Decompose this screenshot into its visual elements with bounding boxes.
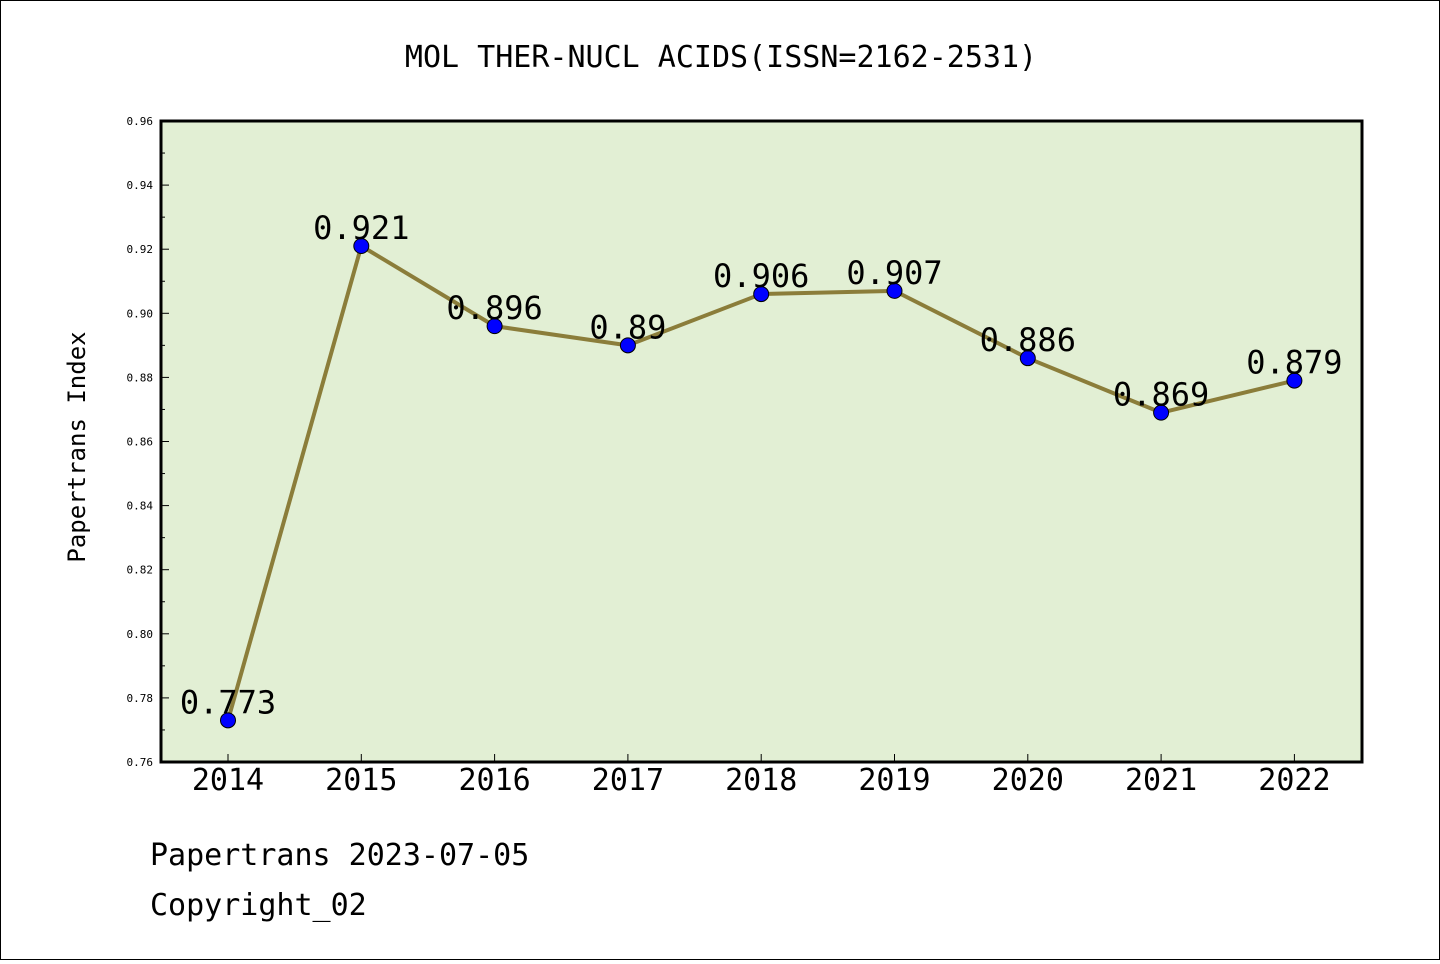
data-point bbox=[1153, 404, 1170, 421]
y-axis: 0.76 0.78 0.80 0.82 0.84 0.86 0.88 0.90 0.92 0.94… bbox=[127, 115, 169, 769]
y-tick-label: 0.76 bbox=[127, 756, 154, 769]
data-label: 0.89 bbox=[589, 308, 666, 346]
x-tick-label: 2019 bbox=[858, 763, 930, 798]
y-tick-label: 0.94 bbox=[127, 179, 154, 192]
data-point bbox=[220, 712, 236, 729]
data-point bbox=[353, 237, 370, 254]
data-point bbox=[486, 318, 503, 335]
y-tick-label: 0.90 bbox=[127, 307, 154, 320]
y-axis-label: Papertrans Index bbox=[63, 331, 91, 562]
data-points bbox=[220, 237, 1303, 729]
footer-date: Papertrans 2023-07-05 bbox=[150, 838, 529, 873]
x-axis: 2014 2015 2016 2017 2018 2019 2020 2021 2022 bbox=[192, 754, 1331, 798]
x-tick-label: 2017 bbox=[592, 763, 664, 798]
y-tick-label: 0.88 bbox=[127, 371, 154, 384]
data-point bbox=[1286, 372, 1303, 389]
y-tick-label: 0.86 bbox=[127, 436, 154, 449]
x-tick-label: 2020 bbox=[992, 763, 1064, 798]
x-tick-label: 2015 bbox=[325, 763, 397, 798]
x-tick-label: 2021 bbox=[1125, 763, 1197, 798]
data-point bbox=[1019, 350, 1036, 367]
y-tick-label: 0.84 bbox=[127, 500, 154, 513]
data-label: 0.879 bbox=[1246, 344, 1342, 382]
y-tick-label: 0.80 bbox=[127, 628, 154, 641]
data-point bbox=[619, 337, 636, 354]
data-label: 0.869 bbox=[1113, 376, 1209, 414]
y-tick-label: 0.82 bbox=[127, 564, 154, 577]
data-label: 0.773 bbox=[180, 683, 276, 721]
data-label: 0.886 bbox=[980, 321, 1076, 359]
x-tick-label: 2014 bbox=[192, 763, 264, 798]
plot-area bbox=[159, 119, 1364, 764]
y-tick-label: 0.92 bbox=[127, 243, 154, 256]
data-label: 0.906 bbox=[713, 257, 809, 295]
data-point bbox=[753, 286, 770, 303]
data-label: 0.907 bbox=[846, 254, 942, 292]
data-label: 0.921 bbox=[313, 209, 409, 247]
chart-title: MOL THER-NUCL ACIDS(ISSN=2162-2531) bbox=[405, 40, 1037, 75]
x-tick-label: 2018 bbox=[725, 763, 797, 798]
x-tick-label: 2016 bbox=[458, 763, 530, 798]
y-tick-label: 0.78 bbox=[127, 692, 154, 705]
data-label: 0.896 bbox=[446, 289, 542, 327]
y-tick-label: 0.96 bbox=[127, 115, 154, 128]
footer-copyright: Copyright_02 bbox=[150, 888, 367, 923]
data-point bbox=[886, 282, 903, 299]
data-labels: 0.773 0.921 0.896 0.89 0.906 0.907 0.886 0.869 0… bbox=[180, 209, 1343, 721]
x-tick-label: 2022 bbox=[1258, 763, 1330, 798]
